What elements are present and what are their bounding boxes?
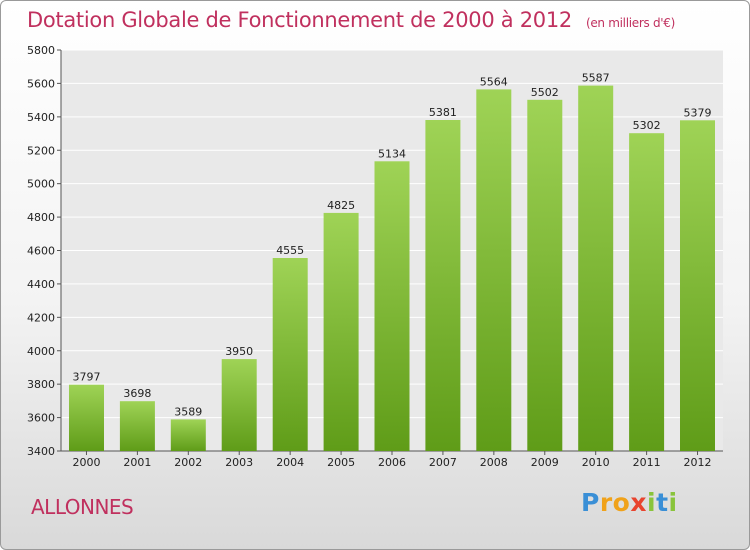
bar [272, 258, 308, 451]
bar-value-label: 5564 [480, 75, 508, 88]
bar-value-label: 3698 [123, 387, 151, 400]
y-tick-label: 3800 [27, 378, 55, 391]
bar-value-label: 4825 [327, 199, 355, 212]
x-tick-label: 2011 [633, 456, 661, 469]
y-tick-label: 4600 [27, 245, 55, 258]
x-tick-label: 2005 [327, 456, 355, 469]
bar [221, 359, 257, 451]
bar [374, 161, 410, 452]
bar-value-label: 3589 [174, 405, 202, 418]
y-tick-label: 5000 [27, 178, 55, 191]
x-tick-label: 2000 [73, 456, 101, 469]
city-name: ALLONNES [31, 495, 134, 519]
bar [476, 89, 512, 452]
bar-value-label: 3797 [73, 371, 101, 384]
bar [629, 133, 665, 451]
x-tick-label: 2004 [276, 456, 304, 469]
x-tick-label: 2008 [480, 456, 508, 469]
chart-unit: (en milliers d'€) [585, 16, 675, 30]
y-tick-label: 3600 [27, 412, 55, 425]
y-tick-label: 4400 [27, 278, 55, 291]
x-tick-label: 2006 [378, 456, 406, 469]
y-tick-label: 5800 [27, 44, 55, 57]
proxiti-logo: Proxiti [581, 488, 678, 517]
bar [323, 212, 359, 451]
y-tick-label: 4800 [27, 211, 55, 224]
y-tick-label: 4000 [27, 345, 55, 358]
x-tick-label: 2010 [582, 456, 610, 469]
y-tick-label: 5400 [27, 111, 55, 124]
y-tick-label: 3400 [27, 445, 55, 458]
x-tick-label: 2002 [174, 456, 202, 469]
chart-title-text: Dotation Globale de Fonctionnement de 20… [27, 8, 572, 32]
bar-value-label: 4555 [276, 244, 304, 257]
x-tick-label: 2012 [684, 456, 712, 469]
x-tick-label: 2001 [123, 456, 151, 469]
x-tick-label: 2007 [429, 456, 457, 469]
bar-value-label: 5379 [684, 106, 712, 119]
bar-value-label: 5134 [378, 147, 406, 160]
chart-title: Dotation Globale de Fonctionnement de 20… [27, 8, 675, 32]
bar [170, 419, 206, 451]
bar [69, 384, 104, 451]
x-tick-label: 2009 [531, 456, 559, 469]
bar-value-label: 5381 [429, 106, 457, 119]
bar [578, 85, 614, 451]
bar [119, 401, 155, 451]
bar-value-label: 3950 [225, 345, 253, 358]
bar-value-label: 5302 [633, 119, 661, 132]
bar-value-label: 5502 [531, 86, 559, 99]
y-tick-label: 4200 [27, 311, 55, 324]
bar-value-label: 5587 [582, 72, 610, 85]
y-tick-label: 5600 [27, 77, 55, 90]
bar [425, 120, 461, 451]
x-tick-label: 2003 [225, 456, 253, 469]
bar [527, 99, 563, 452]
y-tick-label: 5200 [27, 144, 55, 157]
bar [680, 120, 715, 452]
